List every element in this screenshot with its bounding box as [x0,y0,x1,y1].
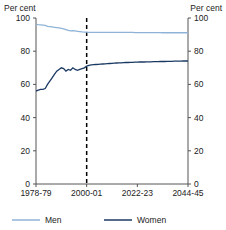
x-tick-label: 1978-79 [20,188,51,198]
y-axis-line [36,18,37,184]
legend-key [12,219,40,221]
x-tick [188,184,189,187]
y2-tick-label: 20 [194,146,204,156]
series-line [36,61,188,91]
plot-area [36,18,188,184]
y2-tick [188,117,191,118]
x-tick-label: 2000-01 [71,188,102,198]
y2-tick [188,84,191,85]
y2-tick [188,51,191,52]
y-tick-label: 80 [21,46,31,56]
legend-label: Women [137,215,166,225]
y2-tick-label: 100 [194,13,208,23]
projection-marker [86,18,88,184]
y-tick-label: 60 [21,79,31,89]
x-tick-label: 2022-23 [122,188,153,198]
y-tick [33,51,36,52]
y-tick [33,18,36,19]
y2-tick [188,150,191,151]
legend-label: Men [45,215,62,225]
x-axis-line [36,184,188,185]
chart: Per centPer cent020406080100020406080100… [0,0,226,230]
x-tick-label: 2044-45 [172,188,203,198]
x-tick [137,184,138,187]
y2-tick-label: 40 [194,113,204,123]
y-tick-label: 40 [21,113,31,123]
y-axis-label: Per cent [4,3,36,13]
y2-tick [188,18,191,19]
y-tick [33,117,36,118]
y-tick [33,84,36,85]
y-tick [33,150,36,151]
y2-axis-label: Per cent [190,3,222,13]
y2-tick-label: 80 [194,46,204,56]
x-tick [86,184,87,187]
y-tick-label: 20 [21,146,31,156]
y2-tick-label: 60 [194,79,204,89]
series-line [36,24,188,32]
x-tick [36,184,37,187]
y2-axis-line [188,18,189,184]
legend-key [104,219,132,221]
y-tick-label: 100 [16,13,30,23]
